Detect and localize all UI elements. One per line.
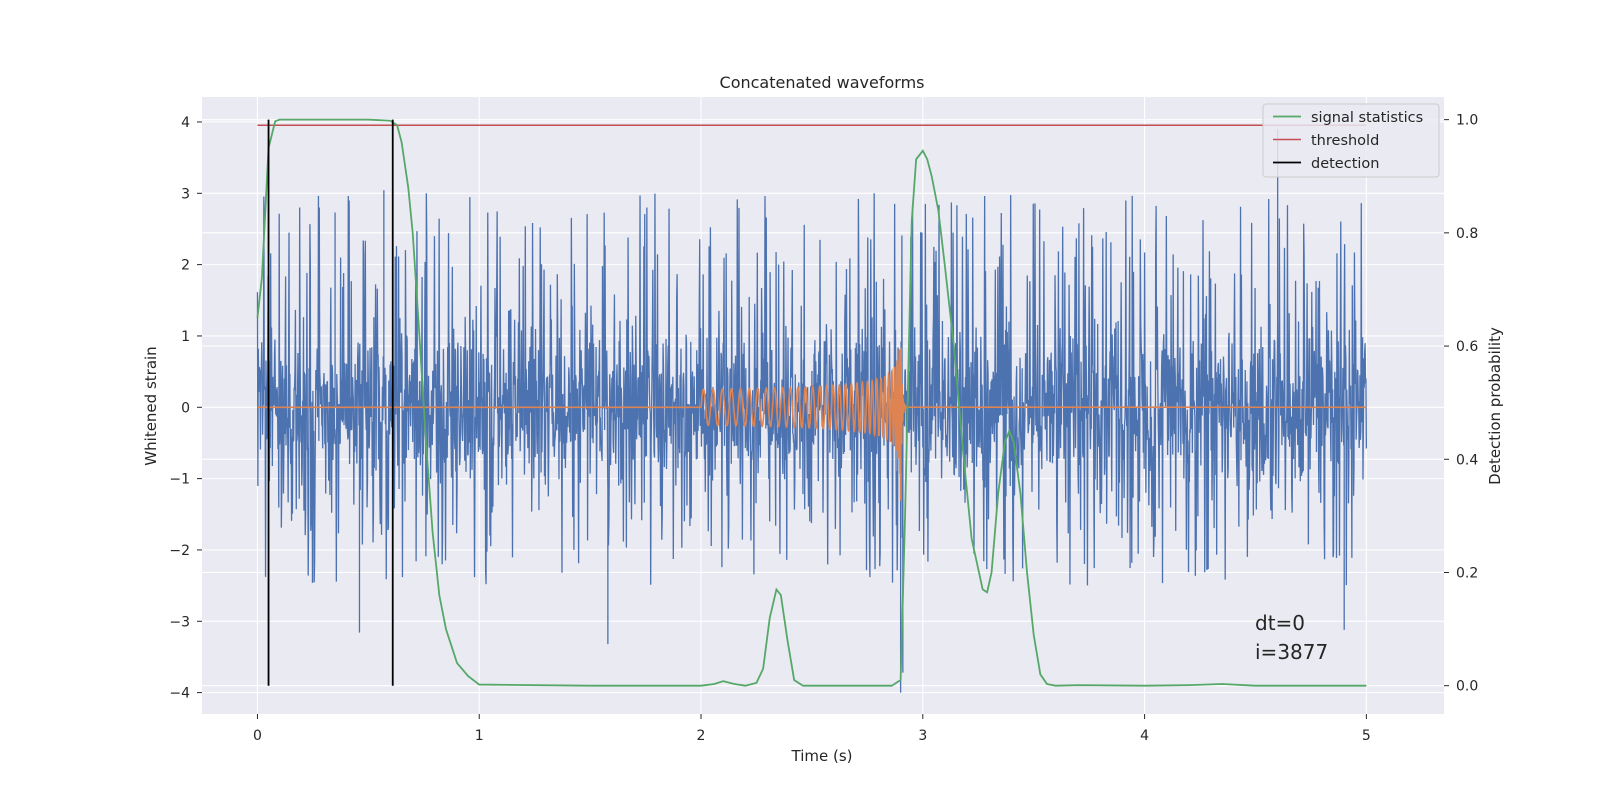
annotation-index: i=3877 [1255,640,1328,664]
signal-statistics-line [256,118,1367,687]
right-y-tick-label: 0.6 [1456,339,1478,355]
right-y-axis-ticks: 0.0 0.2 0.4 0.6 0.8 1.0 [1444,113,1478,695]
legend-label-threshold: threshold [1311,133,1379,149]
left-y-tick-label: −2 [169,543,190,559]
legend-label-signal-statistics: signal statistics [1311,110,1423,126]
noise-series-line [256,129,1368,693]
right-y-tick-label: 0.4 [1456,452,1478,468]
legend-frame [1262,103,1440,178]
x-axis-label: Time (s) [791,747,853,765]
left-y-tick-label: −4 [169,686,190,702]
legend: signal statistics threshold detection [1262,103,1440,178]
right-y-tick-label: 1.0 [1456,113,1478,129]
x-tick-label: 5 [1362,728,1371,744]
x-tick-label: 2 [697,728,706,744]
right-y-tick-label: 0.0 [1456,679,1478,695]
left-y-tick-label: 0 [181,400,190,416]
left-y-tick-label: 2 [181,258,190,274]
right-y-tick-label: 0.8 [1456,226,1478,242]
left-y-tick-label: 4 [181,115,190,131]
legend-label-detection: detection [1311,156,1379,172]
annotation-dt: dt=0 [1255,611,1305,635]
x-axis-ticks: 0 1 2 3 4 5 [253,714,1371,744]
detections [267,119,394,686]
chirp-series-line [257,347,1367,501]
left-y-tick-label: −3 [169,614,190,630]
x-tick-label: 1 [475,728,484,744]
left-y-tick-label: 3 [181,186,190,202]
left-y-tick-label: −1 [169,472,190,488]
right-y-axis-label: Detection probability [1486,327,1504,485]
left-y-axis-label: Whitened strain [142,346,160,465]
x-tick-label: 3 [918,728,927,744]
left-y-axis-ticks: −4 −3 −2 −1 0 1 2 3 4 [169,115,202,702]
right-y-tick-label: 0.2 [1456,565,1478,581]
left-y-tick-label: 1 [181,329,190,345]
x-tick-label: 0 [253,728,262,744]
chart-title: Concatenated waveforms [720,73,925,92]
x-tick-label: 4 [1140,728,1149,744]
